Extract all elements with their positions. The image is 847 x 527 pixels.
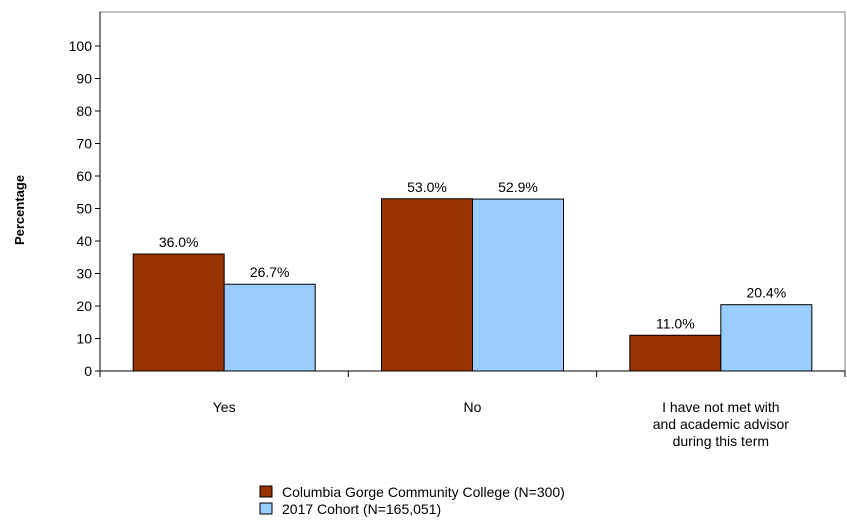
data-label: 26.7% [250,264,290,280]
y-tick-label: 80 [76,103,92,119]
bar-series-1-cat-1 [132,253,225,372]
x-tick-label: Yes [213,399,236,415]
y-tick-label: 20 [76,298,92,314]
y-tick-label: 50 [76,201,92,217]
bar-series-2-cat-1 [223,283,316,372]
y-tick-label: 0 [84,363,92,379]
data-label: 20.4% [746,285,786,301]
y-tick-label: 70 [76,136,92,152]
y-tick-label: 10 [76,331,92,347]
bars [132,198,813,372]
y-tick-label: 30 [76,266,92,282]
data-label: 36.0% [159,234,199,250]
data-labels: 36.0% 53.0% 11.0% 26.7% 52.9% 20.4% [159,179,786,332]
bar-series-2-cat-3 [720,304,813,372]
legend-label: 2017 Cohort (N=165,051) [282,501,441,517]
bar-series-2-cat-2 [472,198,564,372]
legend-swatch [259,485,273,498]
bar-series-1-cat-3 [629,334,722,372]
y-tick-label: 60 [76,168,92,184]
data-label: 53.0% [407,179,447,195]
legend-swatch [259,502,273,515]
legend-label: Columbia Gorge Community College (N=300) [282,484,565,500]
bar-series-1-cat-2 [381,198,473,372]
x-axis: Yes No I have not met with and academic adv… [99,370,846,449]
y-tick-label: 90 [76,71,92,87]
legend: Columbia Gorge Community College (N=300)… [259,484,565,517]
data-label: 11.0% [656,315,695,331]
y-tick-label: 100 [69,38,93,54]
data-label: 52.9% [498,179,538,195]
y-axis: 0 10 20 30 40 50 60 70 80 90 100 [69,12,101,379]
y-tick-label: 40 [76,233,92,249]
x-tick-label: No [464,399,482,415]
y-axis-title: Percentage [12,175,27,245]
x-tick-label: I have not met with and academic advisor d… [653,399,790,449]
